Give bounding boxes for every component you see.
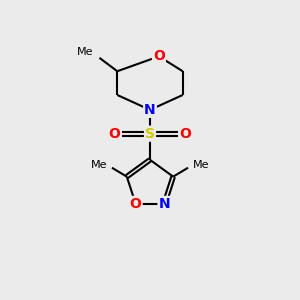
Text: O: O	[153, 50, 165, 63]
Text: Me: Me	[90, 160, 107, 170]
Text: S: S	[145, 127, 155, 141]
Text: N: N	[144, 103, 156, 117]
Text: N: N	[158, 197, 170, 211]
Text: Me: Me	[77, 47, 94, 57]
Text: O: O	[108, 127, 120, 141]
Text: O: O	[130, 197, 142, 211]
Text: O: O	[180, 127, 192, 141]
Text: Me: Me	[193, 160, 210, 170]
